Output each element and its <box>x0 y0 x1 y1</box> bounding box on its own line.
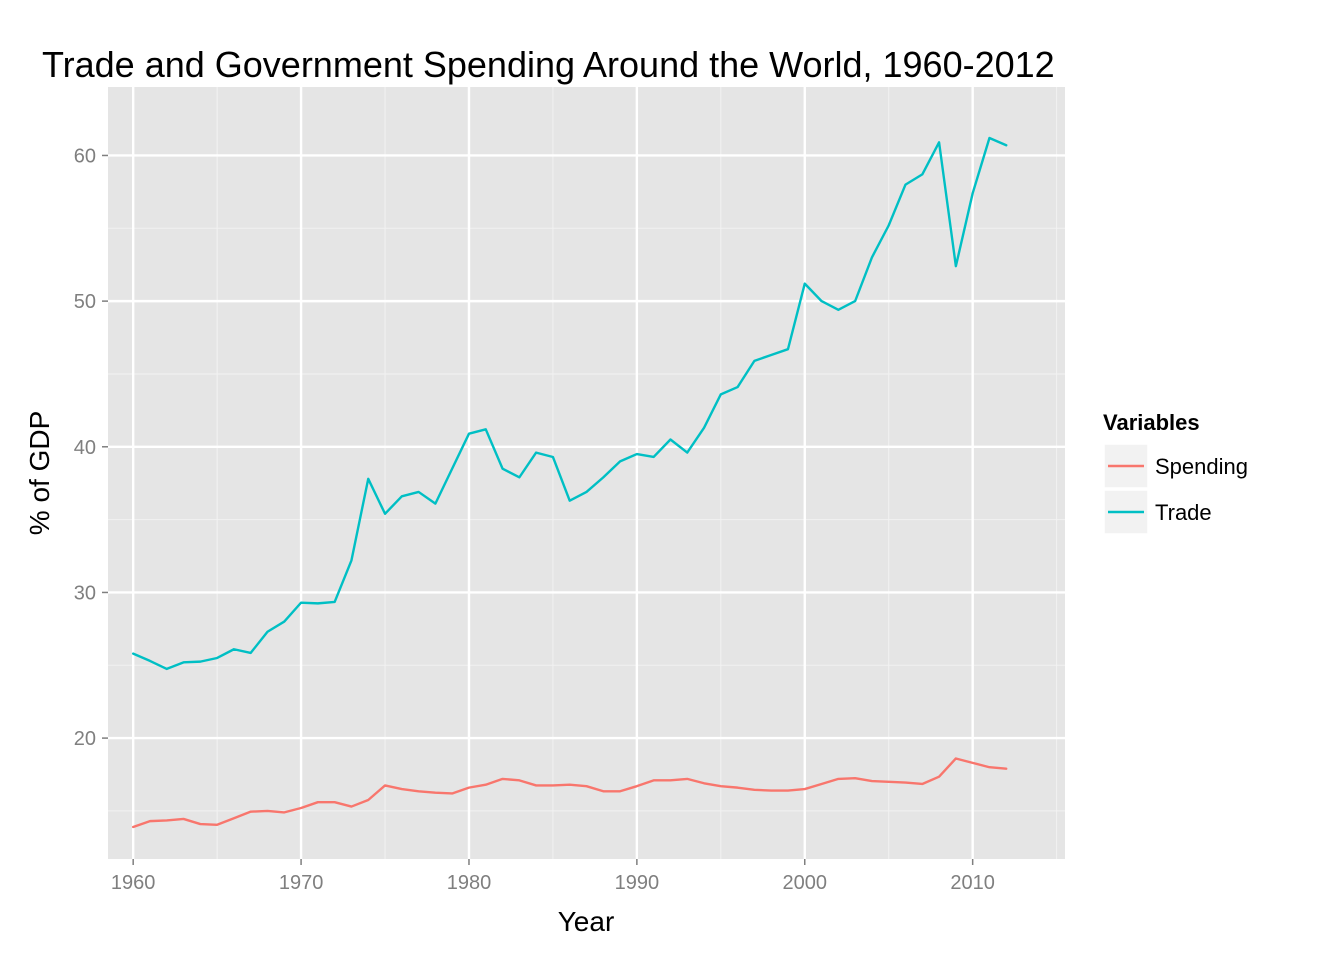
y-tick-label: 20 <box>74 728 96 750</box>
legend-label: Spending <box>1155 454 1248 479</box>
y-tick-label: 30 <box>74 582 96 604</box>
plot-panel <box>108 87 1065 859</box>
series-line-spending <box>131 757 1008 829</box>
x-tick-label: 2010 <box>950 872 995 894</box>
y-tick-label: 50 <box>74 291 96 313</box>
y-axis-title: % of GDP <box>24 411 55 535</box>
y-tick-label: 60 <box>74 145 96 167</box>
x-tick-label: 1990 <box>615 872 660 894</box>
legend-item-spending: Spending <box>1103 443 1248 489</box>
x-axis-title: Year <box>558 906 615 937</box>
x-tick-label: 1980 <box>447 872 492 894</box>
x-tick-label: 2000 <box>783 872 828 894</box>
major-gridlines <box>108 87 1065 859</box>
legend-title: Variables <box>1103 410 1200 435</box>
x-axis-ticks: 1960 1970 1980 1990 2000 2010 <box>111 859 995 894</box>
series-lines <box>131 136 1008 829</box>
chart-title: Trade and Government Spending Around the… <box>42 44 1055 85</box>
legend-item-trade: Trade <box>1103 489 1212 535</box>
series-line-trade <box>131 136 1008 671</box>
x-tick-label: 1970 <box>279 872 324 894</box>
legend-items: Spending Trade <box>1103 443 1248 535</box>
legend-label: Trade <box>1155 500 1212 525</box>
x-tick-label: 1960 <box>111 872 156 894</box>
legend: Variables Spending Trade <box>1103 410 1248 535</box>
y-axis-ticks: 20 30 40 50 60 <box>74 145 108 750</box>
y-tick-label: 40 <box>74 437 96 459</box>
